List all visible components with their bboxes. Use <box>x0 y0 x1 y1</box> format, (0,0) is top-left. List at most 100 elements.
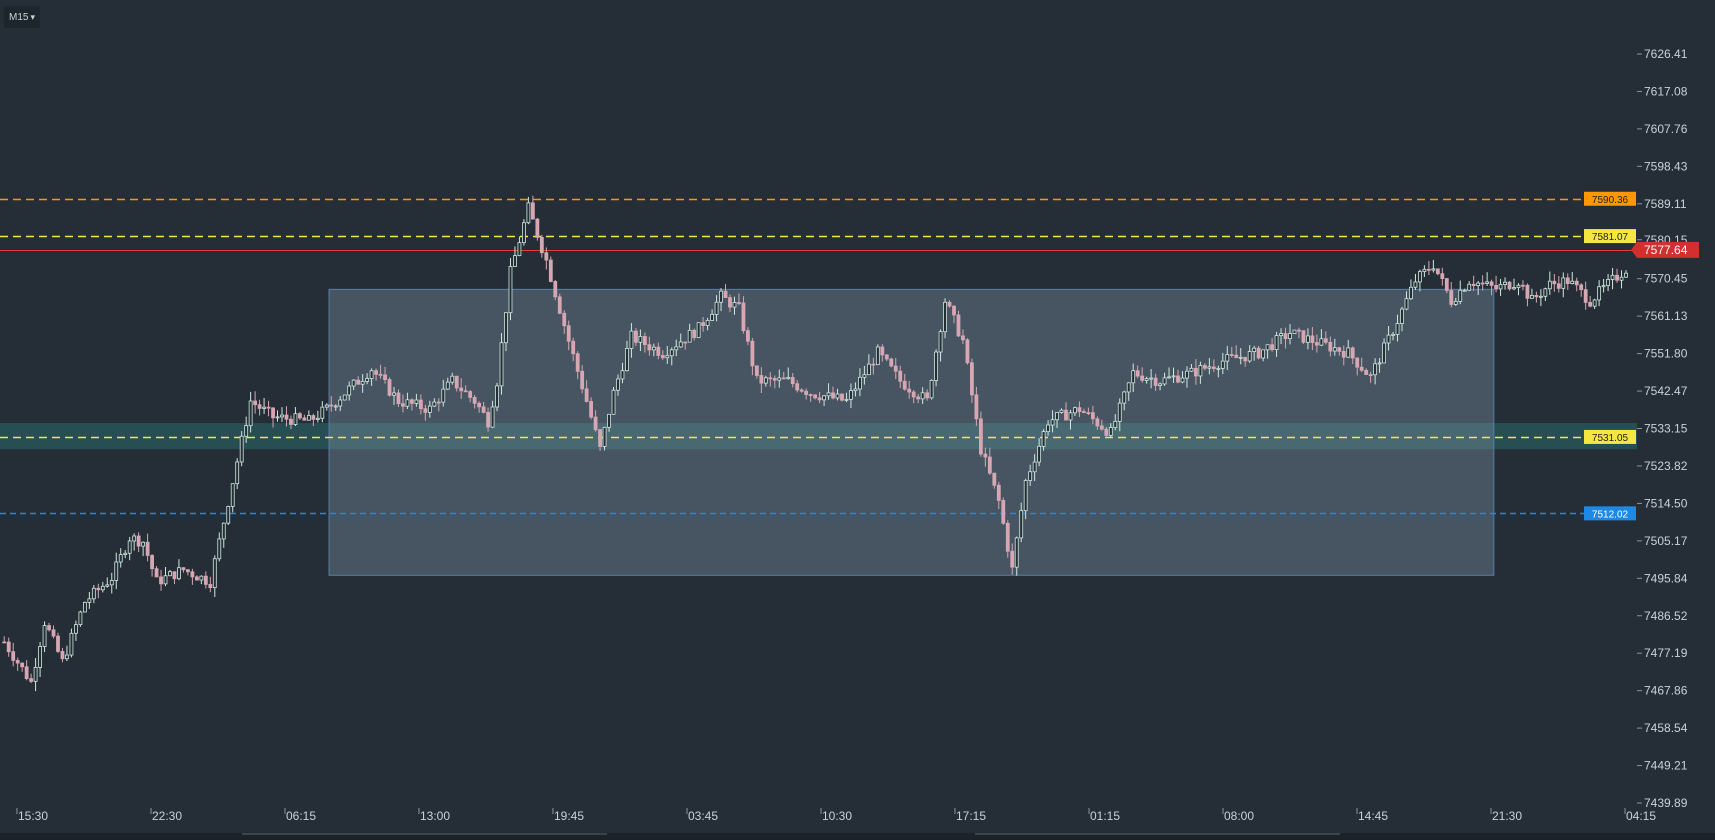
candle-down <box>831 392 835 399</box>
candle-down <box>311 415 316 420</box>
candle-up <box>1467 283 1472 291</box>
scrollbar-segment <box>242 833 607 835</box>
time-tick-label: 17:15 <box>956 809 986 823</box>
candle-down <box>656 346 661 356</box>
candle-up <box>1422 268 1427 272</box>
candle-down <box>1525 284 1530 299</box>
candle-up <box>1108 427 1113 436</box>
timeframe-selector[interactable]: M15 ▾ <box>4 6 40 28</box>
level-badge <box>1584 229 1636 244</box>
candle-down <box>266 406 271 409</box>
candle-down <box>548 259 553 282</box>
candle-up <box>929 380 934 399</box>
candle-down <box>692 329 697 338</box>
candle-up <box>822 395 826 401</box>
candle-up <box>280 414 284 418</box>
candle-down <box>1471 283 1476 287</box>
candle-up <box>777 377 782 381</box>
candle-up <box>1400 308 1404 324</box>
candle-down <box>1297 329 1301 332</box>
candle-down <box>418 399 423 410</box>
candle-up <box>82 601 87 613</box>
candle-up <box>365 378 370 382</box>
candle-up <box>866 363 871 376</box>
candle-down <box>660 355 665 359</box>
candle-down <box>468 391 473 398</box>
bottom-scrollbar[interactable] <box>0 833 1715 840</box>
candle-up <box>696 322 701 338</box>
candle-down <box>1489 281 1494 286</box>
candle-up <box>1332 347 1337 352</box>
candle-down <box>186 569 190 573</box>
level-badge <box>1584 191 1636 206</box>
candle-up <box>226 506 231 524</box>
candle-down <box>1086 412 1091 415</box>
candle-up <box>1404 298 1409 310</box>
candle-down <box>51 629 56 637</box>
candle-down <box>1494 285 1498 290</box>
candle-up <box>732 302 737 308</box>
candle-up <box>1462 289 1467 292</box>
candle-down <box>47 625 51 631</box>
candle-up <box>1458 289 1463 302</box>
candle-up <box>74 624 78 634</box>
candle-down <box>56 635 60 652</box>
current-price-label: 7577.64 <box>1644 243 1688 257</box>
candle-up <box>114 561 119 581</box>
candle-up <box>315 417 320 420</box>
candle-down <box>634 330 638 343</box>
candle-down <box>172 571 177 580</box>
time-tick-label: 04:15 <box>1626 809 1656 823</box>
candle-up <box>248 400 253 427</box>
price-tick-label: 7505.17 <box>1644 534 1688 548</box>
candle-up <box>109 580 114 586</box>
price-tick-label: 7523.82 <box>1644 459 1688 473</box>
candle-up <box>1386 334 1391 344</box>
candle-down <box>1435 268 1440 275</box>
candle-down <box>759 375 764 384</box>
time-axis: 15:30 22:30 06:15 13:00 19:45 03:45 10:30 17:15… <box>16 808 1656 823</box>
level-labels-layer: 7590.36 7581.07 7531.05 7512.02 7577.64 <box>1584 191 1699 521</box>
candle-up <box>1189 367 1194 372</box>
candle-down <box>1534 294 1539 298</box>
candle-down <box>808 394 813 396</box>
price-tick-label: 7486.52 <box>1644 609 1688 623</box>
price-tick-label: 7542.47 <box>1644 384 1688 398</box>
candle-down <box>1310 335 1315 343</box>
candle-up <box>360 380 365 385</box>
scrollbar-segment <box>975 833 1340 835</box>
candle-down <box>329 404 334 407</box>
candle-down <box>647 344 652 351</box>
candle-down <box>880 346 885 356</box>
candle-down <box>194 576 199 581</box>
timeframe-label: M15 <box>9 12 29 23</box>
candle-down <box>1355 357 1360 368</box>
candle-up <box>1453 300 1458 305</box>
candle-down <box>996 484 1001 501</box>
candle-up <box>450 375 455 383</box>
candle-up <box>342 394 347 401</box>
time-tick-label: 06:15 <box>286 809 316 823</box>
candle-up <box>78 611 83 626</box>
level-lines-layer <box>0 198 1637 515</box>
candle-up <box>1377 362 1382 365</box>
candle-down <box>813 394 818 399</box>
candle-up <box>1059 409 1064 413</box>
candle-up <box>212 558 217 589</box>
candle-down <box>1565 277 1570 284</box>
candle-up <box>1073 407 1077 414</box>
candle-up <box>333 405 338 408</box>
candle-down <box>575 353 580 372</box>
candle-up <box>705 320 710 326</box>
candle-up <box>351 379 356 387</box>
candle-down <box>271 407 275 419</box>
candle-down <box>374 370 378 375</box>
candle-up <box>1382 342 1386 364</box>
candle-down <box>754 365 759 376</box>
time-tick-label: 01:15 <box>1090 809 1120 823</box>
candle-down <box>486 412 490 428</box>
price-tick-label: 7514.50 <box>1644 496 1688 510</box>
level-badge-label: 7590.36 <box>1592 195 1629 206</box>
time-tick-label: 08:00 <box>1224 809 1254 823</box>
